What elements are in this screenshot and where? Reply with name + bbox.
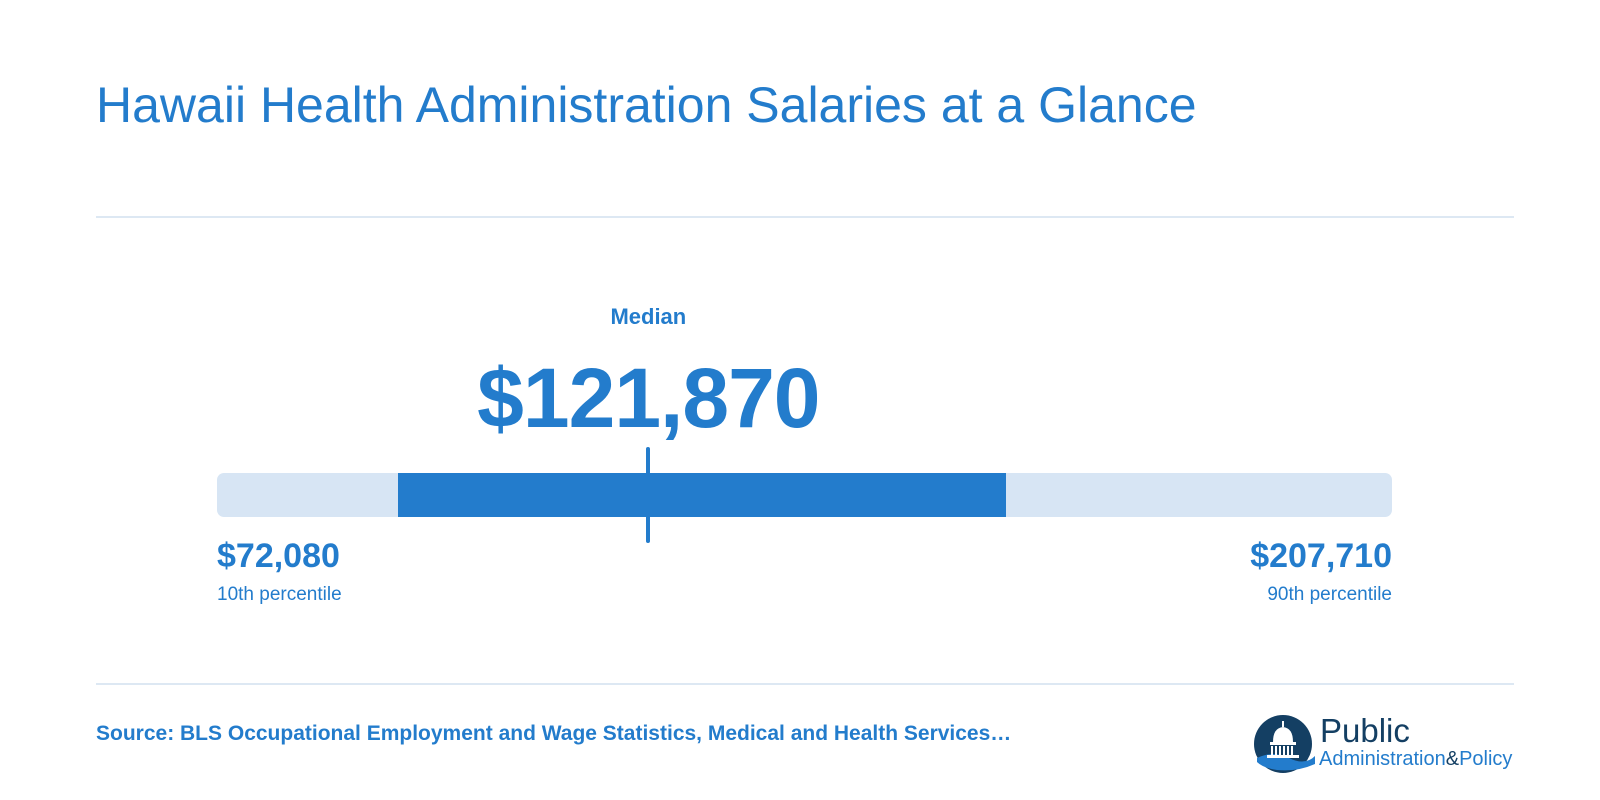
logo-word-policy: Policy [1459,748,1513,770]
p10-label: 10th percentile [217,584,342,605]
source-note: Source: BLS Occupational Employment and … [96,722,1012,745]
p10-value: $72,080 [217,537,340,575]
median-value: $121,870 [477,351,820,445]
top-divider [96,216,1514,218]
logo-subtitle: Administration&Policy [1319,748,1512,771]
p90-value: $207,710 [1250,537,1392,575]
page-title: Hawaii Health Administration Salaries at… [96,77,1197,133]
median-tick [646,447,651,543]
median-label: Median [610,304,687,329]
capitol-dome-icon [1254,715,1315,773]
interquartile-bar [398,473,1006,517]
logo-ampersand: & [1445,748,1460,770]
logo-word-public: Public [1320,712,1410,749]
logo-word-administration: Administration [1319,748,1446,770]
brand-logo: Public Administration&Policy [1253,712,1523,778]
p90-label: 90th percentile [1267,584,1392,605]
bottom-divider [96,683,1514,685]
